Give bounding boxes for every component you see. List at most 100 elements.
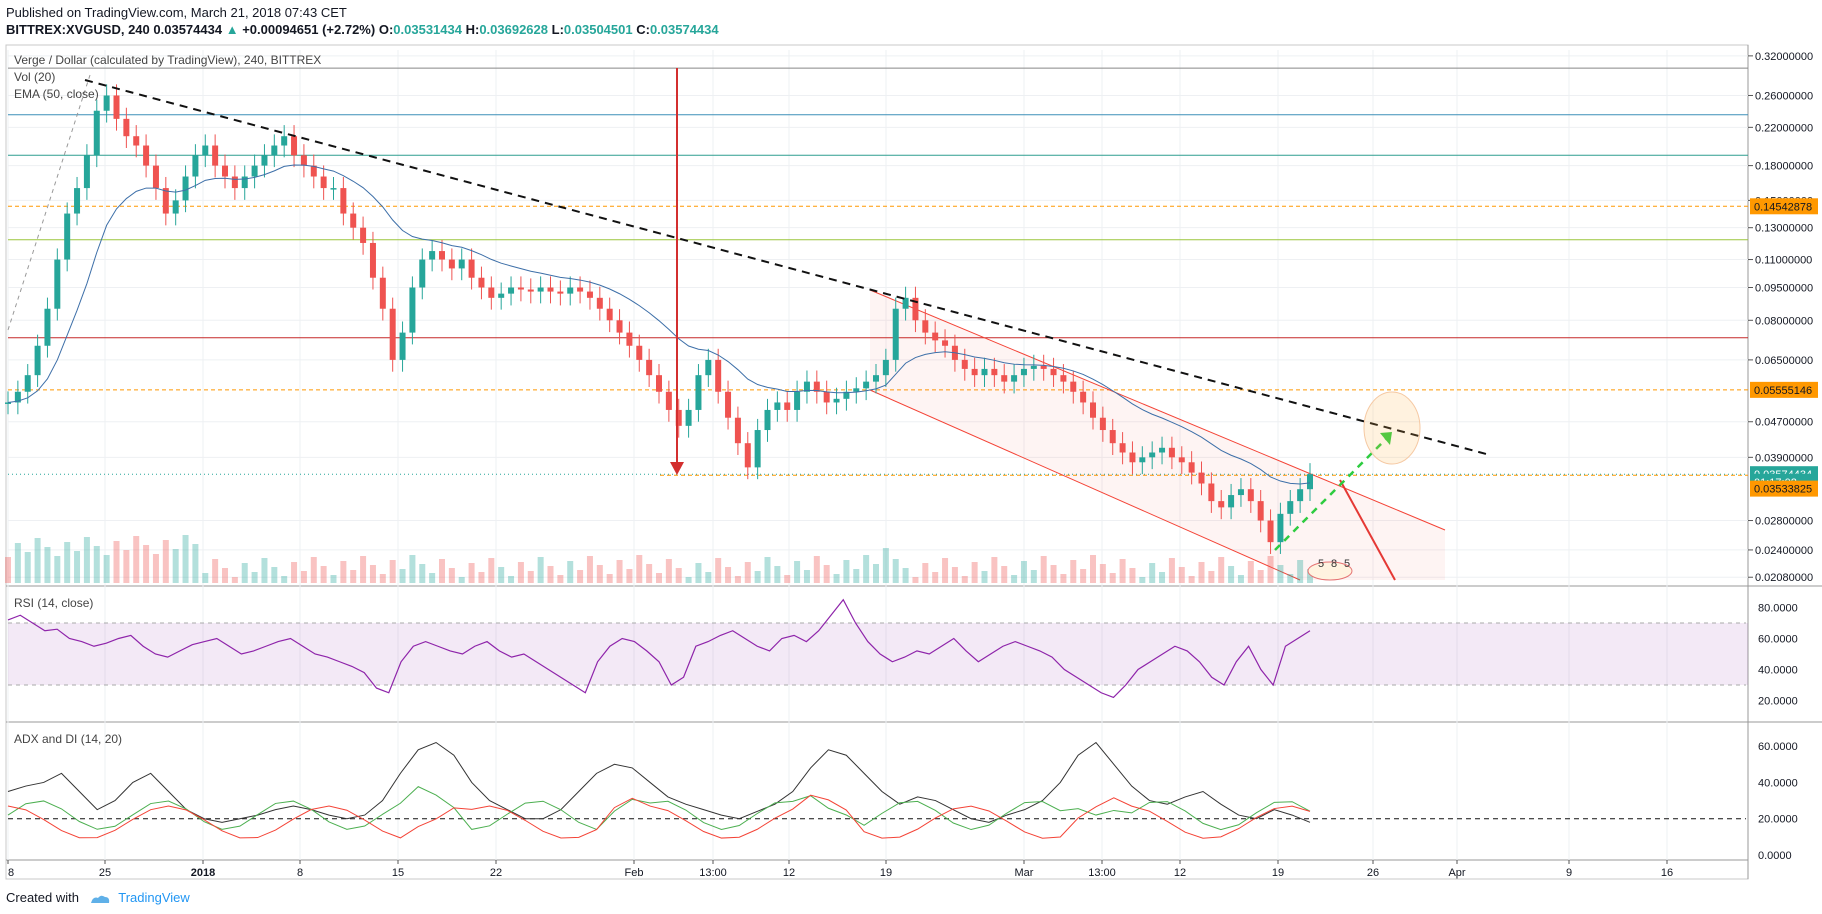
volume-bar <box>1297 560 1304 583</box>
volume-bar <box>853 569 860 583</box>
tradingview-logo-icon <box>90 895 109 903</box>
candle-body <box>1139 457 1146 463</box>
channel-upper <box>869 289 1446 531</box>
volume-bar <box>409 555 416 583</box>
candle-body <box>912 297 919 321</box>
candle-body <box>1149 452 1156 458</box>
candle-body <box>754 430 761 468</box>
candle-body <box>83 155 90 189</box>
created-with-text: Created with <box>6 890 79 905</box>
candle-body <box>942 340 949 346</box>
rsi-indicator-label[interactable]: RSI (14, close) <box>14 596 93 610</box>
volume-bar <box>419 564 426 583</box>
volume-bar <box>34 538 41 583</box>
volume-bar <box>863 555 870 583</box>
volume-bar <box>74 551 81 583</box>
candle-body <box>636 345 643 360</box>
volume-bar <box>547 566 554 583</box>
breakdown-line <box>1339 479 1396 581</box>
candle-body <box>1188 462 1195 473</box>
candle-body <box>350 213 357 228</box>
candle-body <box>1099 417 1106 431</box>
volume-bar <box>1099 564 1106 583</box>
volume-bar <box>1178 567 1185 583</box>
candle-body <box>281 136 288 146</box>
time-tick-label: 22 <box>490 867 502 879</box>
candle-body <box>1070 381 1077 392</box>
time-axis[interactable]: 8 25 2018 8 15 22 Feb 13:00 12 19 Mar 13:00 12 19 26 Ap… <box>7 860 1673 879</box>
candle-body <box>873 375 879 382</box>
volume-bar <box>5 557 11 583</box>
volume-bar <box>123 550 130 583</box>
volume-bar <box>350 570 357 583</box>
candle-body <box>44 308 51 346</box>
price-label-box <box>1750 381 1818 398</box>
time-tick-label: 19 <box>880 867 892 879</box>
volume-bars <box>5 535 1313 583</box>
time-tick-label: 8 <box>8 867 14 879</box>
candle-body <box>300 155 307 166</box>
candle-body <box>774 402 781 410</box>
candle-body <box>527 289 534 292</box>
candle-body <box>665 391 672 410</box>
adx-indicator-label[interactable]: ADX and DI (14, 20) <box>14 732 122 746</box>
volume-bar <box>646 564 653 583</box>
price-tick-label: 0.11000000 <box>1755 255 1812 267</box>
ema-indicator-label[interactable]: EMA (50, close) <box>14 87 99 101</box>
volume-bar <box>182 535 189 583</box>
candle-body <box>932 332 939 341</box>
candle-body <box>922 320 929 333</box>
candle-body <box>626 332 633 346</box>
change-arrow-icon: ▲ <box>225 22 239 37</box>
volume-bar <box>83 537 90 583</box>
candle-body <box>1090 402 1096 418</box>
price-tick-label: 0.03900000 <box>1755 452 1813 464</box>
candle-body <box>971 368 978 376</box>
adx-tick-label: 60.0000 <box>1758 741 1798 753</box>
volume-bar <box>1168 558 1175 583</box>
volume-bar <box>942 558 949 583</box>
volume-bar <box>705 572 712 583</box>
high-value: 0.03692628 <box>479 22 548 37</box>
price-label-text: 0.05555146 <box>1754 385 1812 397</box>
candle-body <box>715 359 722 392</box>
volume-bar <box>231 577 238 583</box>
volume-bar <box>439 559 445 583</box>
rsi-line <box>7 598 1311 699</box>
price-axis[interactable]: 0.32000000 0.26000000 0.22000000 0.18000000… <box>1748 51 1818 862</box>
event-badge-digit: 8 <box>1331 558 1337 570</box>
price-label-box <box>1750 480 1818 497</box>
time-tick-label: Apr <box>1448 867 1465 879</box>
time-tick-label: 8 <box>297 867 303 879</box>
volume-bar <box>1277 565 1284 583</box>
volume-bar <box>498 567 505 583</box>
volume-bar <box>1228 566 1235 583</box>
tradingview-brand-link[interactable]: TradingView <box>118 890 190 905</box>
volume-bar <box>616 560 623 583</box>
candle-body <box>586 291 593 298</box>
volume-bar <box>399 569 406 583</box>
volume-bar <box>241 563 248 583</box>
volume-bar <box>833 574 840 583</box>
channel-fill <box>870 290 1445 580</box>
symbol-name[interactable]: BITTREX:XVGUSD, 240 <box>6 22 150 37</box>
ema-polyline <box>7 164 1311 485</box>
volume-bar <box>1198 562 1205 583</box>
rsi-tick-label: 80.0000 <box>1758 603 1798 615</box>
candle-body <box>143 145 150 166</box>
candle-body <box>577 287 584 292</box>
candle-body <box>1060 375 1067 382</box>
candle-body <box>182 176 189 201</box>
volume-bar <box>794 561 801 583</box>
volume-indicator-label[interactable]: Vol (20) <box>14 70 55 84</box>
low-label: L: <box>551 22 564 37</box>
projected-path <box>1274 434 1391 551</box>
candle-body <box>863 381 870 389</box>
price-tick-label: 0.06500000 <box>1755 355 1813 367</box>
candle-body <box>675 409 682 426</box>
candle-body <box>1198 472 1205 484</box>
volume-bar <box>606 574 613 583</box>
candle-body <box>439 251 445 260</box>
main-pane-title: Verge / Dollar (calculated by TradingVie… <box>14 53 321 67</box>
